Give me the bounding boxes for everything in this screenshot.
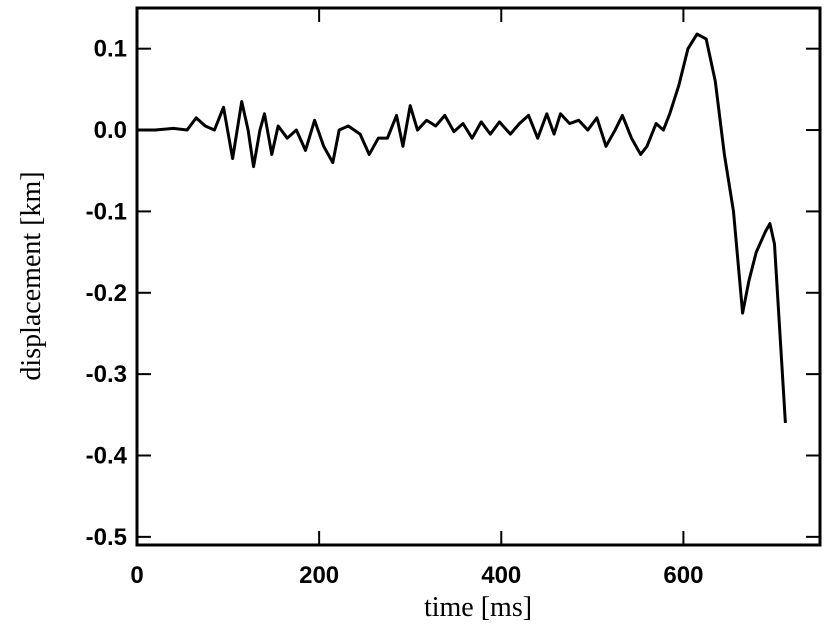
y-tick-label: 0.1 — [94, 36, 127, 63]
x-tick-label: 200 — [299, 562, 339, 589]
plot-frame — [135, 6, 822, 547]
x-tick-label: 0 — [130, 562, 143, 589]
y-tick-label: -0.1 — [86, 198, 127, 225]
x-axis-title: time [ms] — [424, 592, 532, 623]
y-tick-label: -0.2 — [86, 280, 127, 307]
x-tick-label: 400 — [481, 562, 521, 589]
y-tick-label: -0.3 — [86, 361, 127, 388]
y-axis-title: displacement [km] — [16, 171, 47, 380]
y-tick-label: 0.0 — [94, 117, 127, 144]
y-tick-label: -0.4 — [86, 443, 128, 470]
data-line — [137, 32, 787, 424]
x-tick-label: 600 — [663, 562, 703, 589]
y-tick-label: -0.5 — [86, 524, 127, 551]
